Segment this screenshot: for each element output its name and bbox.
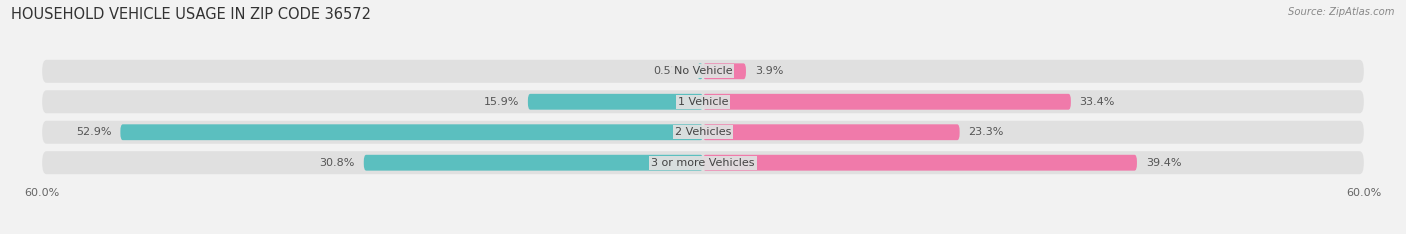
Text: 3.9%: 3.9% — [755, 66, 783, 76]
Text: 2 Vehicles: 2 Vehicles — [675, 127, 731, 137]
Text: 39.4%: 39.4% — [1146, 158, 1181, 168]
Text: 23.3%: 23.3% — [969, 127, 1004, 137]
Text: HOUSEHOLD VEHICLE USAGE IN ZIP CODE 36572: HOUSEHOLD VEHICLE USAGE IN ZIP CODE 3657… — [11, 7, 371, 22]
FancyBboxPatch shape — [42, 151, 1364, 174]
Text: 30.8%: 30.8% — [319, 158, 354, 168]
FancyBboxPatch shape — [703, 155, 1137, 171]
FancyBboxPatch shape — [42, 121, 1364, 144]
Text: Source: ZipAtlas.com: Source: ZipAtlas.com — [1288, 7, 1395, 17]
FancyBboxPatch shape — [703, 94, 1071, 110]
Text: 0.51%: 0.51% — [654, 66, 689, 76]
Text: 52.9%: 52.9% — [76, 127, 111, 137]
FancyBboxPatch shape — [527, 94, 703, 110]
FancyBboxPatch shape — [364, 155, 703, 171]
Text: 3 or more Vehicles: 3 or more Vehicles — [651, 158, 755, 168]
Text: 15.9%: 15.9% — [484, 97, 519, 107]
FancyBboxPatch shape — [703, 124, 960, 140]
FancyBboxPatch shape — [703, 63, 747, 79]
FancyBboxPatch shape — [121, 124, 703, 140]
FancyBboxPatch shape — [697, 63, 703, 79]
FancyBboxPatch shape — [42, 90, 1364, 113]
Text: 1 Vehicle: 1 Vehicle — [678, 97, 728, 107]
Text: 33.4%: 33.4% — [1080, 97, 1115, 107]
FancyBboxPatch shape — [42, 60, 1364, 83]
Text: No Vehicle: No Vehicle — [673, 66, 733, 76]
